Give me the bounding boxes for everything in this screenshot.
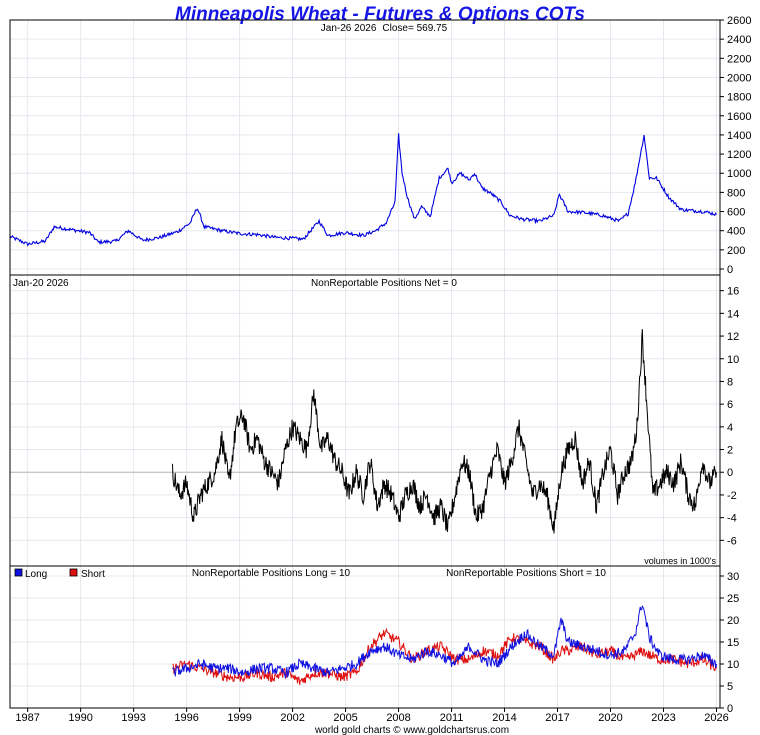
y-tick-label: 2200 bbox=[727, 53, 751, 65]
x-tick-label: 1987 bbox=[15, 712, 39, 724]
price-panel-header: Jan-26 2026 Close= 569.75 bbox=[321, 23, 448, 34]
x-tick-label: 2008 bbox=[386, 712, 410, 724]
legend-long-swatch bbox=[14, 568, 23, 577]
y-tick-label: 600 bbox=[727, 207, 745, 219]
y-tick-label: 30 bbox=[727, 571, 739, 583]
x-tick-label: 2005 bbox=[333, 712, 357, 724]
y-tick-label: 200 bbox=[727, 245, 745, 257]
credit-footer: world gold charts © www.goldchartsrus.co… bbox=[314, 725, 509, 735]
y-tick-label: 0 bbox=[727, 264, 733, 276]
y-tick-label: -4 bbox=[727, 513, 737, 525]
price-date-label: Jan-26 2026 bbox=[321, 23, 377, 34]
y-tick-label: 2000 bbox=[727, 72, 751, 84]
legend-short-swatch bbox=[69, 568, 78, 577]
y-tick-label: 0 bbox=[727, 703, 733, 715]
y-tick-label: 25 bbox=[727, 593, 739, 605]
y-tick-label: 0 bbox=[727, 467, 733, 479]
x-tick-label: 2020 bbox=[598, 712, 622, 724]
legend-long-label: Long bbox=[25, 569, 47, 580]
panel-frames bbox=[9, 19, 724, 712]
y-tick-label: 1200 bbox=[727, 149, 751, 161]
y-tick-label: -2 bbox=[727, 490, 737, 502]
long-series-label: NonReportable Positions Long = 10 bbox=[192, 568, 351, 579]
x-tick-label: 2017 bbox=[545, 712, 569, 724]
y-tick-label: 14 bbox=[727, 308, 739, 320]
y-tick-label: 10 bbox=[727, 659, 739, 671]
net-series-line bbox=[172, 329, 717, 534]
y-tick-label: 800 bbox=[727, 187, 745, 199]
y-tick-label: 8 bbox=[727, 376, 733, 388]
volumes-note: volumes in 1000's bbox=[644, 556, 716, 566]
y-tick-label: 400 bbox=[727, 226, 745, 238]
y-tick-label: 1800 bbox=[727, 92, 751, 104]
y-tick-label: 2 bbox=[727, 445, 733, 457]
y-tick-label: 5 bbox=[727, 681, 733, 693]
y-tick-label: 2600 bbox=[727, 15, 751, 27]
series-layer bbox=[9, 133, 717, 685]
tick-labels: 0200400600800100012001400160018002000220… bbox=[15, 15, 751, 724]
grid-lines bbox=[10, 19, 720, 709]
x-tick-label: 2026 bbox=[704, 712, 728, 724]
chart-title: Minneapolis Wheat - Futures & Options CO… bbox=[175, 4, 585, 25]
long-series-line bbox=[172, 604, 717, 679]
y-tick-label: 12 bbox=[727, 331, 739, 343]
y-tick-label: 15 bbox=[727, 637, 739, 649]
x-tick-label: 2002 bbox=[280, 712, 304, 724]
y-tick-label: -6 bbox=[727, 535, 737, 547]
net-series-label: NonReportable Positions Net = 0 bbox=[311, 278, 457, 289]
x-tick-label: 1990 bbox=[68, 712, 92, 724]
short-series-line bbox=[172, 627, 717, 685]
y-tick-label: 16 bbox=[727, 286, 739, 298]
y-tick-label: 4 bbox=[727, 422, 733, 434]
legend-short-label: Short bbox=[81, 569, 105, 580]
y-tick-label: 1000 bbox=[727, 168, 751, 180]
y-tick-label: 2400 bbox=[727, 34, 751, 46]
price-series-line bbox=[9, 133, 717, 247]
net-date-label: Jan-20 2026 bbox=[13, 278, 69, 289]
x-tick-label: 1996 bbox=[174, 712, 198, 724]
panel-frame bbox=[9, 274, 721, 567]
x-tick-label: 1999 bbox=[227, 712, 251, 724]
short-series-label: NonReportable Positions Short = 10 bbox=[446, 568, 606, 579]
x-tick-label: 2011 bbox=[440, 712, 464, 724]
x-tick-label: 2014 bbox=[492, 712, 516, 724]
y-tick-label: 6 bbox=[727, 399, 733, 411]
y-tick-label: 1600 bbox=[727, 111, 751, 123]
x-tick-label: 2023 bbox=[651, 712, 675, 724]
x-tick-label: 1993 bbox=[121, 712, 145, 724]
y-tick-label: 1400 bbox=[727, 130, 751, 142]
panel-frame bbox=[9, 565, 721, 709]
price-close-label: Close= 569.75 bbox=[382, 23, 447, 34]
y-tick-label: 10 bbox=[727, 354, 739, 366]
y-tick-label: 20 bbox=[727, 615, 739, 627]
